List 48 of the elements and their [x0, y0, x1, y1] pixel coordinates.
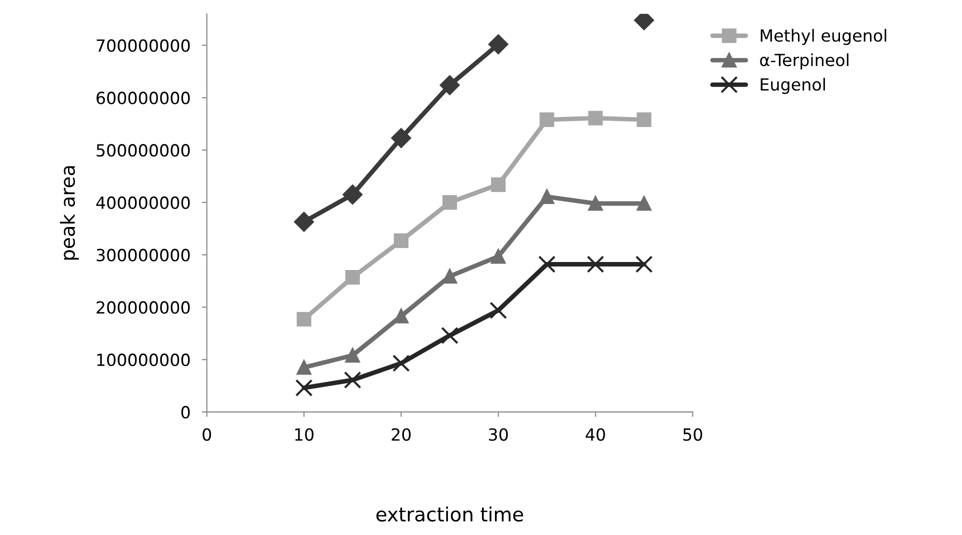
x-tick-label: 20	[392, 428, 411, 441]
point	[538, 256, 556, 273]
point	[588, 196, 603, 211]
point	[394, 308, 408, 324]
point	[540, 112, 554, 127]
point	[442, 269, 458, 284]
point	[491, 177, 506, 192]
point	[586, 256, 604, 273]
point	[491, 249, 506, 264]
x-tick-label: 10	[295, 428, 314, 441]
point	[636, 196, 652, 211]
y-axis-title: peak area	[60, 166, 79, 260]
point	[441, 326, 458, 344]
point	[394, 233, 408, 248]
point	[296, 312, 312, 327]
y-tick-label: 300000000	[96, 248, 190, 262]
y-tick-label: 100000000	[97, 354, 190, 366]
y-tick-label: 600000000	[96, 92, 190, 104]
point	[490, 302, 507, 320]
y-tick-label: 500000000	[96, 144, 190, 157]
x-axis-title: extraction time	[376, 506, 524, 522]
legend-label: Methyl eugenol	[760, 28, 886, 46]
point	[391, 128, 412, 148]
point	[488, 34, 508, 54]
point	[342, 184, 362, 204]
x-tick-label: 50	[683, 428, 702, 441]
point	[442, 195, 458, 210]
point	[295, 379, 313, 397]
y-tick-label: 0	[181, 406, 190, 419]
point	[294, 212, 314, 232]
point	[440, 75, 460, 96]
point	[296, 360, 312, 375]
point	[344, 371, 362, 389]
x-tick-label: 40	[586, 428, 605, 441]
legend-label: Eugenol	[760, 78, 825, 94]
point	[540, 189, 554, 204]
y-tick-label: 400000000	[96, 196, 190, 210]
point	[345, 348, 360, 363]
y-tick-label: 700000000	[96, 39, 190, 52]
x-tick-label: 0	[202, 428, 212, 441]
point	[345, 270, 360, 285]
y-tick-label: 200000000	[96, 301, 190, 314]
legend-label: α-Terpineol	[760, 53, 848, 70]
point	[636, 112, 652, 127]
point	[588, 110, 603, 126]
point	[392, 354, 410, 372]
point	[635, 256, 653, 273]
x-tick-label: 30	[488, 428, 508, 441]
